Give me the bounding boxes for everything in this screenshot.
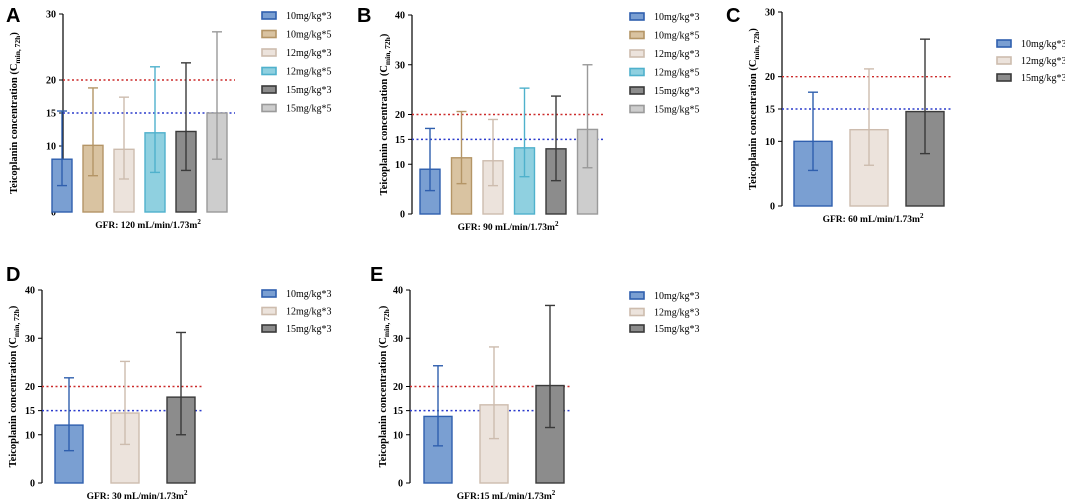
y-tick-label: 0 [400,210,405,221]
x-axis-title: GFR: 30 mL/min/1.73m2 [87,489,188,500]
legend-label: 10mg/kg*5 [286,30,332,41]
y-tick-label: 30 [765,8,775,19]
legend-label: 12mg/kg*3 [286,307,332,318]
legend-swatch [629,30,645,40]
legend-label: 12mg/kg*5 [654,68,700,79]
x-axis-title: GFR:15 mL/min/1.73m2 [457,489,556,500]
y-tick-label: 20 [25,382,35,393]
legend-label: 15mg/kg*3 [286,324,332,335]
legend-swatch [629,324,645,333]
legend-swatch [996,39,1012,48]
legend-label: 12mg/kg*3 [1021,56,1065,67]
y-tick-label: 30 [395,60,405,71]
legend: 10mg/kg*3 12mg/kg*3 15mg/kg*3 [996,39,1065,84]
legend: 10mg/kg*3 12mg/kg*3 15mg/kg*3 [629,291,700,335]
y-tick-label: 15 [25,406,35,417]
legend-swatch [629,49,645,58]
y-tick-label: 30 [25,334,35,345]
legend-label: 12mg/kg*3 [654,308,700,319]
bar-15mg-kg-3 [166,396,196,484]
y-tick-label: 15 [46,109,56,120]
y-tick-label: 40 [393,286,403,297]
legend-swatch [629,307,645,317]
legend-swatch [629,86,645,95]
legend-label: 15mg/kg*3 [654,324,700,335]
y-tick-label: 0 [30,479,35,490]
y-tick-label: 20 [393,382,403,393]
x-axis-title: GFR: 60 mL/min/1.73m2 [823,212,924,225]
y-tick-label: 15 [393,406,403,417]
legend-label: 10mg/kg*3 [654,291,700,302]
y-tick-label: 10 [765,137,775,148]
legend-swatch [629,104,645,114]
y-tick-label: 40 [395,11,405,22]
y-tick-label: 30 [46,10,56,21]
x-axis-title: GFR: 90 mL/min/1.73m2 [458,220,559,233]
legend-label: 12mg/kg*3 [654,49,700,60]
legend-swatch [261,289,277,298]
legend: 10mg/kg*3 10mg/kg*5 12mg/kg*3 12mg/kg*5 15mg… [629,12,700,116]
y-tick-label: 40 [25,286,35,297]
legend-label: 10mg/kg*3 [286,11,332,22]
y-axis-title: Teicoplanin concentration (Cmin, 72h) [748,28,761,190]
legend-swatch [996,73,1012,82]
legend-swatch [996,56,1012,65]
legend-label: 12mg/kg*3 [286,48,332,59]
legend-swatch [261,48,277,57]
legend-label: 10mg/kg*3 [286,289,332,300]
legend-swatch [261,29,277,39]
y-tick-label: 20 [765,72,775,83]
y-axis-title: Teicoplanin concentration (Cmin, 72h) [8,305,21,467]
panel-label: C [726,5,740,27]
panel-d: D 0 10 15 20 30 40 Teicoplanin concentration (C… [6,264,332,500]
legend-label: 15mg/kg*5 [286,104,332,115]
x-axis-title: GFR: 120 mL/min/1.73m2 [95,218,201,231]
y-tick-label: 15 [765,105,775,116]
y-tick-label: 15 [395,135,405,146]
legend-label: 10mg/kg*5 [654,31,700,42]
legend-swatch [261,11,277,20]
legend-label: 10mg/kg*3 [654,12,700,23]
legend-swatch [261,85,277,94]
legend-label: 15mg/kg*3 [1021,73,1065,84]
panel-label: E [370,264,383,286]
legend: 10mg/kg*3 10mg/kg*5 12mg/kg*3 12mg/kg*5 15mg… [261,11,332,115]
legend-label: 12mg/kg*5 [286,67,332,78]
y-tick-label: 20 [395,110,405,121]
y-tick-label: 10 [25,430,35,441]
y-tick-label: 30 [393,334,403,345]
panel-label: B [357,5,371,27]
legend-swatch [261,103,277,113]
panel-label: D [6,264,20,286]
y-tick-label: 0 [398,479,403,490]
y-tick-label: 0 [51,208,56,219]
legend-label: 15mg/kg*3 [654,86,700,97]
legend-swatch [261,66,277,76]
y-tick-label: 0 [770,202,775,213]
y-tick-label: 10 [46,142,56,153]
legend-label: 15mg/kg*5 [654,105,700,116]
legend-label: 15mg/kg*3 [286,85,332,96]
legend-swatch [629,291,645,300]
y-axis-title: Teicoplanin concentration (Cmin, 72h) [9,32,22,194]
panel-label: A [6,5,20,27]
legend-swatch [261,306,277,316]
legend-label: 10mg/kg*3 [1021,39,1065,50]
y-tick-label: 10 [395,160,405,171]
y-axis-title: Teicoplanin concentration (Cmin, 72h) [379,33,392,195]
y-axis-title: Teicoplanin concentration (Cmin, 72h) [378,305,391,467]
y-tick-label: 20 [46,76,56,87]
legend: 10mg/kg*3 12mg/kg*3 15mg/kg*3 [261,289,332,335]
panel-a: A 0 10 15 20 30 Teicoplanin concentration (Cmi… [6,5,332,231]
panel-c: C 0 10 15 20 30 Teicoplanin concentration (Cmi… [726,5,1065,225]
legend-swatch [629,12,645,21]
y-tick-label: 10 [393,430,403,441]
legend-swatch [261,324,277,333]
legend-swatch [629,67,645,77]
